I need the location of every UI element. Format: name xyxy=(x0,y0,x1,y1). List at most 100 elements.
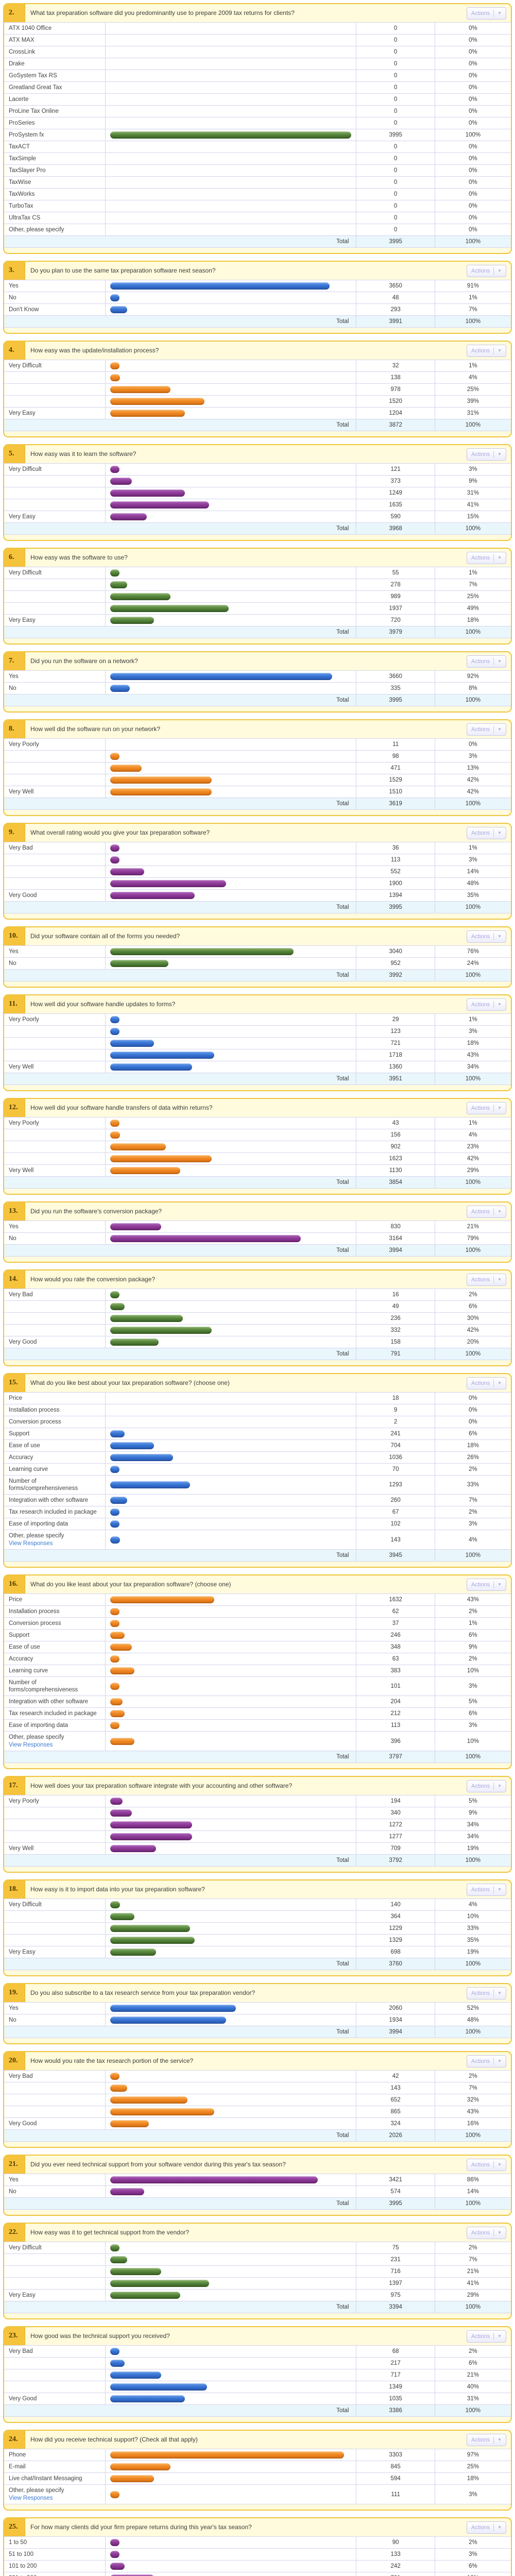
total-row: Total 3995 100% xyxy=(4,901,511,913)
response-count: 701 xyxy=(356,2572,435,2576)
response-percent: 16% xyxy=(435,2117,511,2130)
bar-cell xyxy=(105,614,357,626)
results-table: Very Poorly 11 0% 98 3% 471 13% 1529 42% Very Wel… xyxy=(4,738,511,810)
view-responses-link[interactable]: View Responses xyxy=(9,2495,53,2501)
answer-bar xyxy=(110,1291,120,1298)
question-block: 8. How well did the software run on your … xyxy=(3,719,512,816)
total-count: 3945 xyxy=(356,1549,435,1562)
answer-label: TaxACT xyxy=(9,144,30,150)
answer-label-cell: Very Good xyxy=(4,2117,106,2130)
bar-cell xyxy=(105,463,357,476)
results-table: Very Bad 42 2% 143 7% 652 32% 865 43% Very Good 32… xyxy=(4,2070,511,2142)
response-percent: 1% xyxy=(435,567,511,579)
actions-button[interactable]: Actions ▼ xyxy=(467,7,506,20)
actions-button[interactable]: Actions ▼ xyxy=(467,551,506,564)
answer-row: 1529 42% xyxy=(4,774,511,786)
bar-cell xyxy=(105,2014,357,2026)
bar-cell xyxy=(105,164,357,177)
answer-label: TaxWorks xyxy=(9,191,35,197)
response-percent: 0% xyxy=(435,34,511,46)
actions-button[interactable]: Actions ▼ xyxy=(467,723,506,736)
actions-button[interactable]: Actions ▼ xyxy=(467,2433,506,2446)
answer-label-cell: Tax research included in package xyxy=(4,1506,106,1518)
bar-cell xyxy=(105,1641,357,1653)
actions-button[interactable]: Actions ▼ xyxy=(467,826,506,839)
answer-row: Live chat/Instant Messaging 594 18% xyxy=(4,2472,511,2485)
actions-button[interactable]: Actions ▼ xyxy=(467,1273,506,1286)
actions-button[interactable]: Actions ▼ xyxy=(467,998,506,1011)
answer-row: 373 9% xyxy=(4,475,511,487)
bar-cell xyxy=(105,670,357,683)
actions-button[interactable]: Actions ▼ xyxy=(467,1578,506,1591)
view-responses-link[interactable]: View Responses xyxy=(9,1540,53,1547)
answer-label-cell: 201 to 500 xyxy=(4,2572,106,2576)
question-block: 10. Did your software contain all of the … xyxy=(3,926,512,988)
answer-label: Yes xyxy=(9,1224,19,1230)
bar-cell xyxy=(105,1312,357,1325)
response-count: 373 xyxy=(356,475,435,487)
actions-button[interactable]: Actions ▼ xyxy=(467,1780,506,1792)
total-row: Total 3995 100% xyxy=(4,694,511,706)
answer-label: Ease of use xyxy=(9,1443,40,1449)
view-responses-link[interactable]: View Responses xyxy=(9,1742,53,1748)
bar-cell xyxy=(105,212,357,224)
response-count: 0 xyxy=(356,22,435,35)
chevron-down-icon: ▼ xyxy=(497,268,502,273)
answer-label: Drake xyxy=(9,61,25,67)
question-header: 8. How well did the software run on your … xyxy=(4,720,511,738)
bar-cell xyxy=(105,1807,357,1819)
answer-bar xyxy=(110,2475,154,2482)
question-block: 9. What overall rating would you give you… xyxy=(3,823,512,920)
answer-label: Ease of importing data xyxy=(9,1722,68,1728)
response-percent: 0% xyxy=(435,81,511,94)
actions-button[interactable]: Actions ▼ xyxy=(467,1205,506,1218)
bar-cell xyxy=(105,2345,357,2358)
answer-bar xyxy=(110,1466,120,1473)
results-table: Very Bad 16 2% 49 6% 236 30% 332 42% Very Good 158… xyxy=(4,1289,511,1360)
actions-button[interactable]: Actions ▼ xyxy=(467,2521,506,2534)
total-row: Total 2026 100% xyxy=(4,2129,511,2142)
answer-label-cell xyxy=(4,1910,106,1923)
divider xyxy=(493,2057,494,2065)
actions-button[interactable]: Actions ▼ xyxy=(467,448,506,461)
actions-button[interactable]: Actions ▼ xyxy=(467,930,506,943)
response-percent: 31% xyxy=(435,2393,511,2405)
response-percent: 25% xyxy=(435,590,511,603)
actions-button[interactable]: Actions ▼ xyxy=(467,2226,506,2239)
response-percent: 4% xyxy=(435,1129,511,1141)
answer-label-cell: Very Bad xyxy=(4,2070,106,2082)
answer-label: CrossLink xyxy=(9,49,36,55)
bar-cell xyxy=(105,1129,357,1141)
actions-button[interactable]: Actions ▼ xyxy=(467,1377,506,1389)
response-count: 552 xyxy=(356,866,435,878)
chevron-down-icon: ▼ xyxy=(497,451,502,456)
answer-row: 989 25% xyxy=(4,590,511,603)
response-count: 37 xyxy=(356,1617,435,1630)
bar-cell xyxy=(105,129,357,141)
answer-label-cell: Conversion process xyxy=(4,1416,106,1428)
actions-button[interactable]: Actions ▼ xyxy=(467,1987,506,1999)
response-percent: 48% xyxy=(435,877,511,890)
question-footer xyxy=(4,431,511,436)
actions-button[interactable]: Actions ▼ xyxy=(467,1883,506,1896)
answer-bar xyxy=(110,2551,120,2558)
response-count: 70 xyxy=(356,1463,435,1476)
response-count: 1900 xyxy=(356,877,435,890)
results-table: Yes 3040 76% No 952 24% Total 3992 100% xyxy=(4,945,511,981)
question-text: Did your software contain all of the for… xyxy=(30,933,180,940)
answer-label-cell xyxy=(4,2082,106,2094)
actions-button[interactable]: Actions ▼ xyxy=(467,264,506,277)
actions-button[interactable]: Actions ▼ xyxy=(467,2055,506,2067)
results-table: Very Difficult 140 4% 364 10% 1229 33% 1329 35% V… xyxy=(4,1899,511,1970)
actions-button[interactable]: Actions ▼ xyxy=(467,655,506,668)
actions-button[interactable]: Actions ▼ xyxy=(467,1101,506,1114)
response-percent: 42% xyxy=(435,1153,511,1165)
actions-button[interactable]: Actions ▼ xyxy=(467,2330,506,2343)
actions-button[interactable]: Actions ▼ xyxy=(467,344,506,357)
answer-label-cell: TaxWorks xyxy=(4,188,106,200)
chevron-down-icon: ▼ xyxy=(497,726,502,732)
response-count: 3995 xyxy=(356,129,435,141)
actions-button[interactable]: Actions ▼ xyxy=(467,2158,506,2171)
response-count: 101 xyxy=(356,1676,435,1696)
response-count: 952 xyxy=(356,957,435,970)
